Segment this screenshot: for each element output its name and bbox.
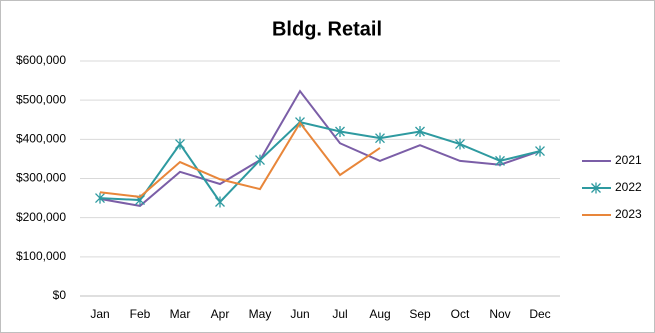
y-tick-label: $0 bbox=[53, 288, 67, 302]
legend-label: 2023 bbox=[615, 207, 642, 221]
marker bbox=[535, 145, 545, 157]
x-tick-label: Mar bbox=[170, 307, 191, 321]
y-tick-label: $600,000 bbox=[16, 53, 66, 67]
y-tick-label: $300,000 bbox=[16, 171, 66, 185]
x-tick-label: Aug bbox=[369, 307, 390, 321]
marker bbox=[375, 132, 385, 144]
x-tick-label: Apr bbox=[211, 307, 230, 321]
marker bbox=[455, 138, 465, 150]
y-tick-label: $500,000 bbox=[16, 92, 66, 106]
marker bbox=[255, 154, 265, 166]
x-tick-label: May bbox=[249, 307, 272, 321]
x-tick-label: Feb bbox=[130, 307, 151, 321]
marker bbox=[495, 155, 505, 167]
y-tick-label: $200,000 bbox=[16, 210, 66, 224]
x-tick-label: Sep bbox=[409, 307, 431, 321]
legend-marker bbox=[591, 182, 601, 194]
marker bbox=[95, 192, 105, 204]
y-tick-label: $400,000 bbox=[16, 132, 66, 146]
chart-title: Bldg. Retail bbox=[272, 18, 382, 40]
marker bbox=[415, 126, 425, 137]
series-line bbox=[99, 89, 541, 207]
marker bbox=[335, 126, 345, 137]
x-tick-label: Jan bbox=[90, 307, 109, 321]
x-tick-label: Nov bbox=[489, 307, 510, 321]
marker bbox=[215, 196, 225, 208]
series-line bbox=[99, 121, 541, 204]
x-tick-label: Jun bbox=[290, 307, 309, 321]
series-line bbox=[99, 121, 381, 198]
marker bbox=[175, 138, 185, 150]
x-tick-label: Oct bbox=[451, 307, 470, 321]
legend-label: 2021 bbox=[615, 153, 642, 167]
x-tick-label: Jul bbox=[332, 307, 347, 321]
legend-label: 2022 bbox=[615, 180, 642, 194]
y-tick-label: $100,000 bbox=[16, 249, 66, 263]
x-tick-label: Dec bbox=[529, 307, 550, 321]
